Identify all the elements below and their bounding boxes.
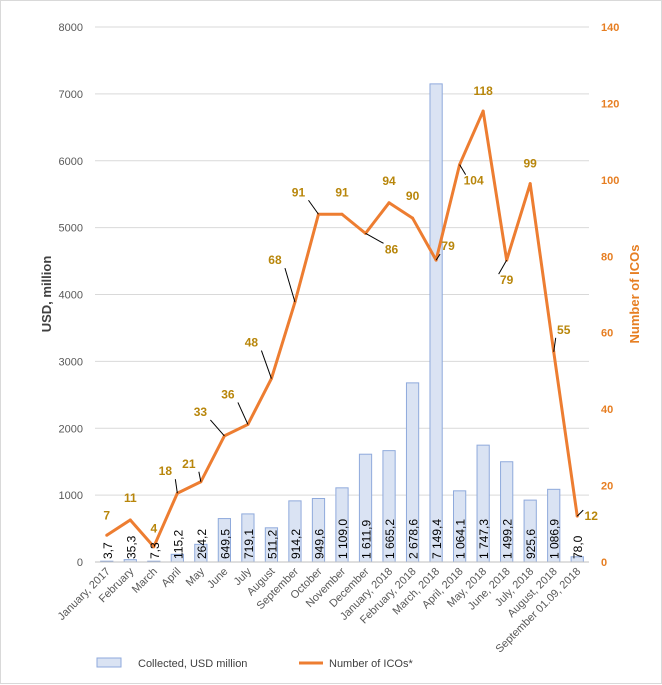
y2-tick-label: 140: [601, 22, 619, 34]
y2-tick-label: 0: [601, 557, 607, 569]
line-label: 118: [473, 84, 493, 98]
x-tick-label: May: [184, 565, 208, 589]
label-leader: [284, 268, 296, 303]
line-label: 91: [292, 185, 306, 199]
label-leader: [365, 232, 384, 244]
bar-label: 1 665,2: [383, 519, 397, 559]
label-leader: [174, 479, 178, 494]
bar-label: 925,6: [524, 529, 538, 559]
bar: [429, 83, 443, 563]
bar-label: 7,3: [148, 542, 162, 559]
y-tick-label: 7000: [59, 89, 83, 101]
x-tick-label: June: [205, 566, 230, 591]
x-tick-label: March: [130, 566, 160, 596]
bar-label: 949,6: [312, 529, 326, 559]
line-label: 55: [557, 323, 571, 337]
y-tick-label: 5000: [59, 223, 83, 235]
line-label: 7: [103, 508, 110, 522]
bar-label: 2 678,6: [407, 519, 421, 559]
y2-tick-label: 80: [601, 251, 613, 263]
y2-tick-label: 120: [601, 98, 619, 110]
line-label: 99: [524, 157, 538, 171]
label-leader: [210, 419, 225, 437]
bar-label: 719,1: [242, 529, 256, 559]
label-leader: [576, 509, 584, 517]
legend-label-icos: Number of ICOs*: [329, 658, 413, 670]
bar-label: 1 611,9: [360, 520, 374, 559]
line-label: 86: [385, 242, 399, 256]
gridlines: [95, 26, 589, 496]
legend-swatch-collected: [96, 657, 122, 668]
line-point: [105, 533, 109, 537]
line-labels: 7 11 4 18 21 33 36 48 68 91 91 86 94 90 79 104 118 79 99 55…: [103, 84, 598, 536]
line-label: 33: [194, 405, 208, 419]
y-tick-label: 2000: [59, 423, 83, 435]
bar-label: 1 064,1: [454, 519, 468, 559]
bar-label: 1 499,2: [501, 519, 515, 559]
line-label: 79: [500, 273, 514, 287]
y-tick-label: 1000: [59, 490, 83, 502]
bar-label: 264,2: [195, 529, 209, 559]
line-label: 90: [406, 189, 420, 203]
line-point: [528, 182, 532, 186]
line-label: 18: [159, 464, 173, 478]
bar-label: 35,3: [124, 535, 138, 559]
line-point: [481, 109, 485, 113]
label-leader: [308, 199, 319, 215]
y-tick-label: 0: [77, 557, 83, 569]
line-label: 12: [585, 509, 599, 523]
line-label: 91: [335, 185, 349, 199]
label-leader: [553, 337, 557, 352]
bar-label: 649,5: [218, 529, 232, 559]
y-tick-label: 3000: [59, 356, 83, 368]
y2-tick-label: 60: [601, 328, 613, 340]
label-leader: [435, 253, 441, 261]
bar-label: 1 747,3: [477, 519, 491, 559]
y2-tick-label: 100: [601, 175, 619, 187]
label-leader: [498, 259, 508, 275]
y2-tick-label: 40: [601, 404, 613, 416]
y-axis-title: USD, million: [39, 256, 54, 333]
y-tick-label: 8000: [59, 22, 83, 34]
line-label: 21: [182, 457, 196, 471]
y-tick-label: 6000: [59, 156, 83, 168]
y2-tick-label: 20: [601, 481, 613, 493]
bar-labels: 3,7 35,3 7,3 115,2 264,2 649,5 719,1 511,2 914,2…: [101, 519, 585, 559]
line-label: 4: [150, 522, 157, 536]
label-leader: [459, 164, 467, 175]
bar-label: 1 109,0: [336, 519, 350, 559]
line-label: 104: [464, 174, 484, 188]
bar-label: 7 149,4: [430, 519, 444, 559]
line-point: [128, 518, 132, 522]
bar-label: 511,2: [265, 530, 279, 559]
legend: Collected, USD million Number of ICOs*: [96, 657, 413, 670]
line-point: [340, 212, 344, 216]
bar-label: 1 086,9: [548, 519, 562, 559]
line-label: 36: [221, 387, 235, 401]
bar-label: 115,2: [171, 530, 185, 559]
bar-label: 78,0: [571, 535, 585, 559]
line-point: [411, 216, 415, 220]
bar-series: [100, 83, 584, 563]
label-leader: [260, 350, 272, 379]
x-tick-label: April: [159, 566, 183, 590]
bar-label: 914,2: [289, 529, 303, 559]
line-label: 79: [441, 239, 455, 253]
label-leader: [198, 471, 202, 482]
line-point: [152, 545, 156, 549]
label-leader: [237, 402, 249, 425]
y2-axis-title: Number of ICOs: [627, 245, 642, 344]
y-tick-label: 4000: [59, 290, 83, 302]
line-label: 11: [124, 491, 137, 505]
line-label: 94: [382, 174, 396, 188]
line-label: 68: [268, 253, 282, 267]
legend-label-collected: Collected, USD million: [138, 658, 247, 670]
line-label: 48: [245, 336, 259, 350]
bar-label: 3,7: [101, 542, 115, 559]
line-point: [387, 201, 391, 205]
